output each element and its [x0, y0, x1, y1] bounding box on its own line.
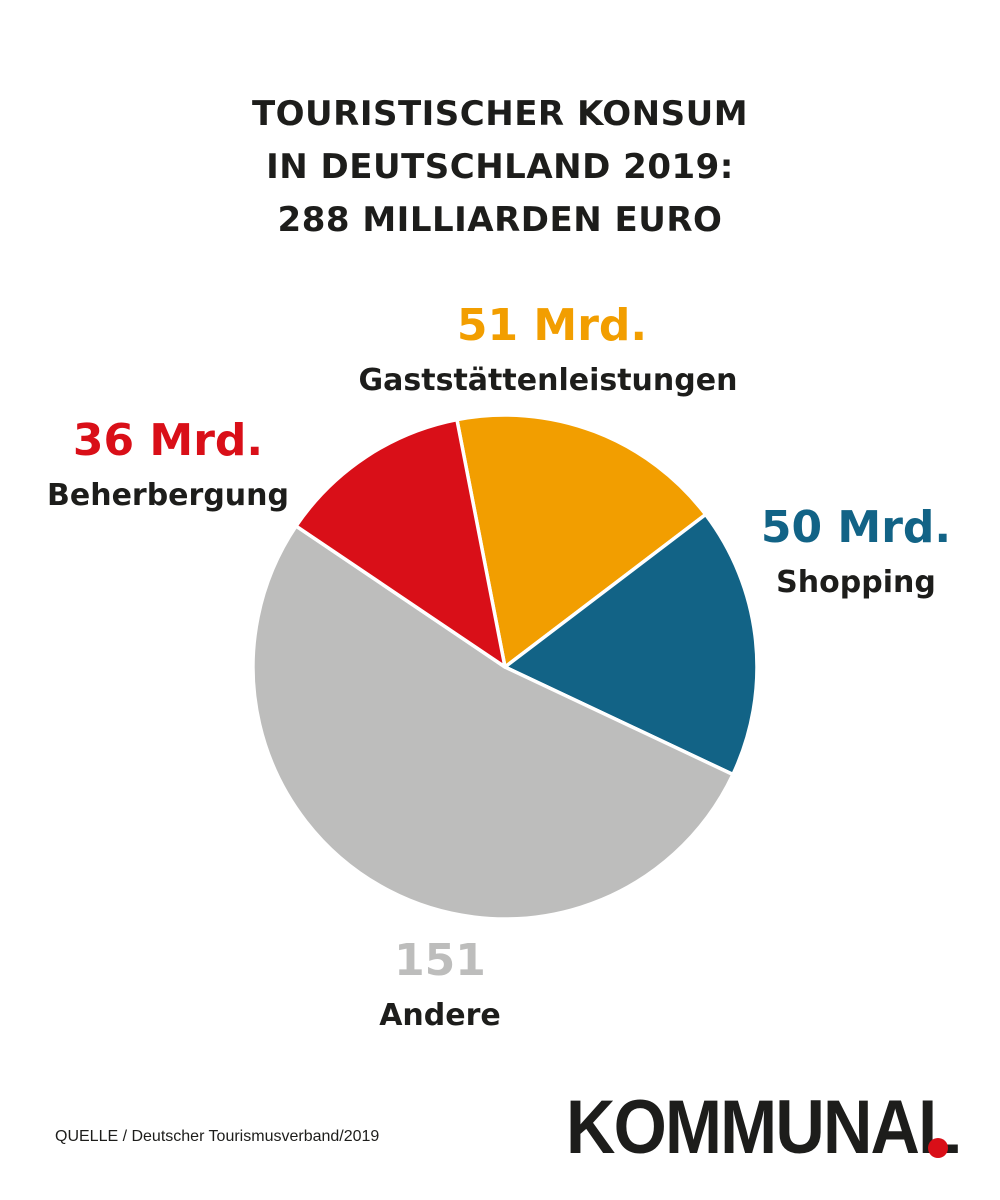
- category-label-shopping: Shopping: [776, 565, 936, 600]
- value-label-andere: 151: [394, 935, 486, 986]
- value-label-shopping: 50 Mrd.: [761, 502, 951, 553]
- category-label-andere: Andere: [379, 998, 501, 1033]
- logo-text: KOMMUNAL: [566, 1085, 960, 1170]
- title-line-1: TOURISTISCHER KONSUM: [251, 94, 749, 134]
- pie-slice-shopping: [503, 512, 759, 777]
- chart-title: TOURISTISCHER KONSUM IN DEUTSCHLAND 2019…: [0, 88, 1000, 247]
- logo-dot: [928, 1138, 948, 1158]
- category-label-gaststaettenleistungen: Gaststättenleistungen: [359, 363, 738, 398]
- value-label-beherbergung: 36 Mrd.: [73, 415, 263, 466]
- pie-slice-andere: [251, 524, 735, 921]
- pie-slice-gaststaettenleistungen: [455, 413, 708, 669]
- source-note: QUELLE / Deutscher Tourismusverband/2019: [55, 1128, 380, 1145]
- pie-slice-beherbergung: [294, 417, 507, 669]
- kommunal-logo: KOMMUNAL: [566, 1085, 1000, 1170]
- pie-slices: [251, 413, 759, 921]
- title-line-2: IN DEUTSCHLAND 2019:: [266, 147, 734, 187]
- category-label-beherbergung: Beherbergung: [47, 478, 289, 513]
- value-label-gaststaettenleistungen: 51 Mrd.: [457, 300, 647, 351]
- title-line-3: 288 MILLIARDEN EURO: [277, 200, 723, 240]
